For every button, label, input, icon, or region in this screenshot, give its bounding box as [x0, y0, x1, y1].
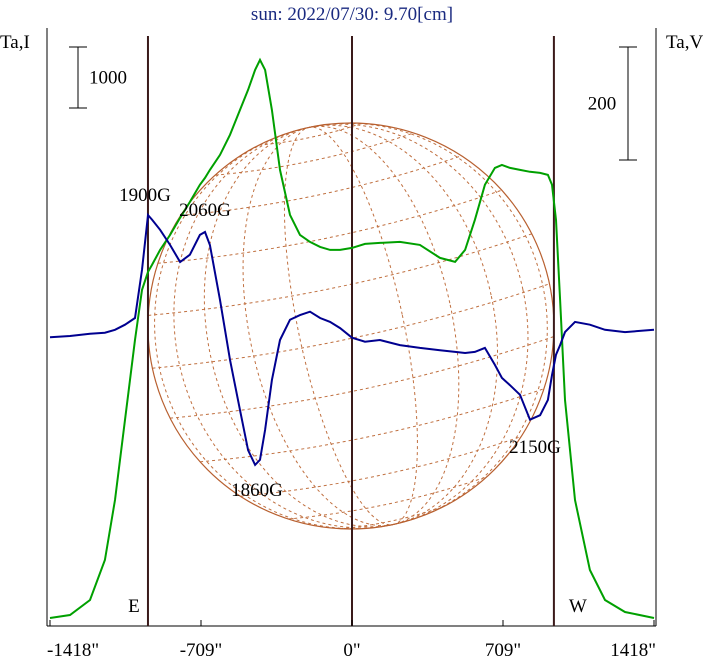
solar-disk — [147, 122, 555, 530]
annotation: 1860G — [231, 480, 283, 501]
meridian — [154, 122, 548, 530]
series-line — [49, 57, 655, 619]
annotation: 2150G — [509, 437, 561, 458]
parallel — [152, 283, 550, 369]
x-tick-label: -709" — [180, 640, 223, 661]
x-tick-label: 0" — [343, 640, 360, 661]
x-tick-label: -1418" — [47, 640, 99, 661]
y-axis-label: Ta,I — [0, 32, 30, 53]
y2-axis-label: Ta,V — [666, 32, 703, 53]
annotation: 1900G — [119, 185, 171, 206]
parallel — [288, 476, 487, 520]
annotation: 2060G — [179, 200, 231, 221]
x-tick-label: 1418" — [610, 640, 656, 661]
limb-label: E — [128, 596, 140, 617]
chart-title: sun: 2022/07/30: 9.70[cm] — [251, 4, 453, 25]
parallel — [200, 388, 545, 463]
limb-label: W — [569, 596, 587, 617]
disk-grid — [148, 122, 554, 530]
meridian — [173, 123, 529, 529]
parallel — [180, 155, 462, 216]
x-tick-label: 709" — [485, 640, 521, 661]
scale-label: 1000 — [89, 68, 127, 89]
parallel — [215, 132, 414, 176]
scale-label: 200 — [588, 94, 617, 115]
parallel — [157, 189, 502, 264]
meridian — [283, 126, 418, 526]
series-line — [49, 212, 655, 467]
parallel — [240, 436, 522, 497]
meridian — [242, 125, 460, 527]
